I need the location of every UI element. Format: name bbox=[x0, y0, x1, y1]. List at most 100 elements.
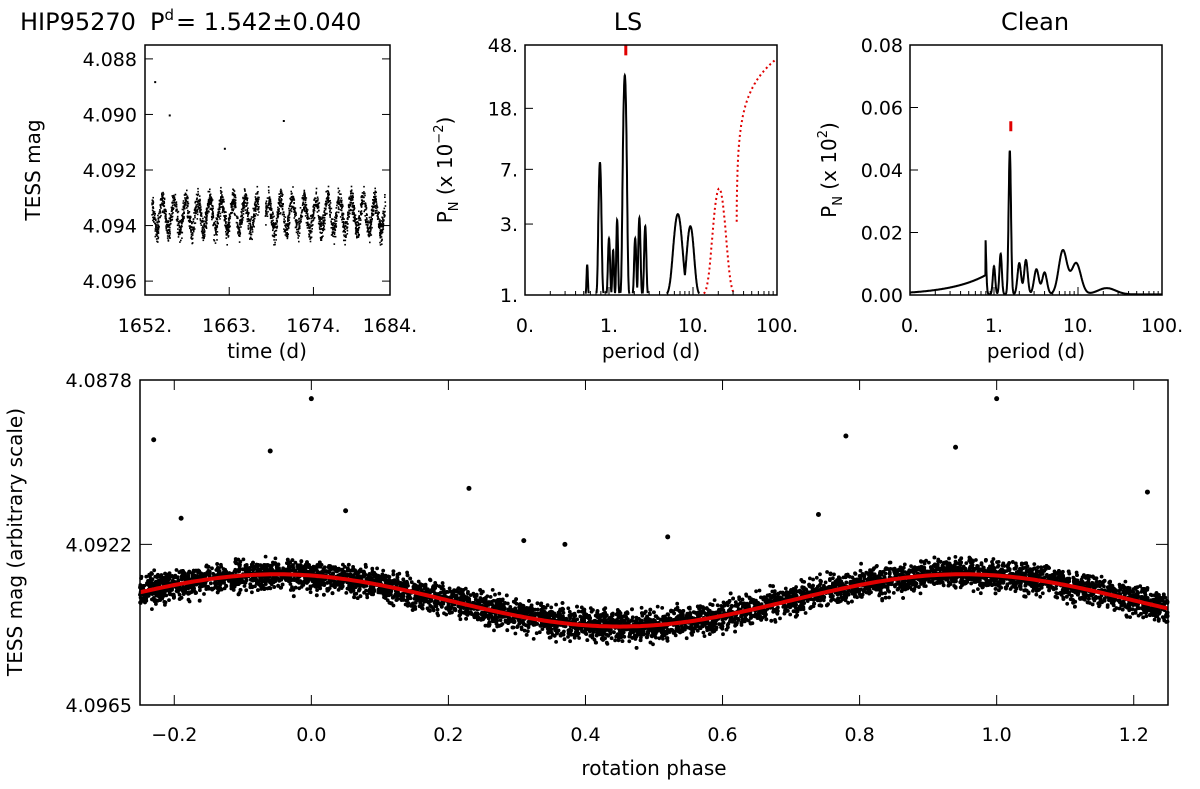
lightcurve-point bbox=[195, 193, 198, 196]
lightcurve-point bbox=[318, 226, 321, 228]
lightcurve-point bbox=[173, 201, 176, 204]
lightcurve-point bbox=[189, 227, 191, 229]
lightcurve-point bbox=[242, 216, 245, 219]
lightcurve-point bbox=[252, 215, 255, 218]
lightcurve-point bbox=[303, 209, 306, 211]
lightcurve-point bbox=[370, 220, 373, 223]
lightcurve-point bbox=[345, 236, 347, 238]
lightcurve-point bbox=[379, 233, 382, 235]
lightcurve-point bbox=[168, 237, 171, 239]
lightcurve-point bbox=[344, 239, 347, 242]
lightcurve-point bbox=[233, 205, 236, 207]
lightcurve-point bbox=[277, 216, 279, 219]
lightcurve-point bbox=[258, 196, 260, 199]
lightcurve-point bbox=[251, 226, 253, 228]
lightcurve-point bbox=[348, 196, 351, 199]
lightcurve-point bbox=[380, 220, 383, 222]
lightcurve-point bbox=[153, 214, 156, 217]
lightcurve-point bbox=[152, 202, 154, 205]
lightcurve-point bbox=[221, 195, 223, 198]
lightcurve-point bbox=[248, 212, 250, 214]
lightcurve-point bbox=[374, 212, 377, 214]
lightcurve-point bbox=[163, 200, 165, 203]
lightcurve-point bbox=[196, 203, 199, 206]
lightcurve-point bbox=[168, 217, 171, 220]
lightcurve-point bbox=[368, 216, 371, 219]
lightcurve-point bbox=[293, 208, 296, 210]
lightcurve-point bbox=[318, 216, 321, 218]
lightcurve-point bbox=[266, 212, 268, 215]
lightcurve-point bbox=[287, 225, 289, 228]
lightcurve-point bbox=[199, 204, 202, 206]
lightcurve-point bbox=[232, 188, 234, 191]
lightcurve-point bbox=[152, 213, 154, 215]
lightcurve-point bbox=[382, 222, 385, 225]
lightcurve-point bbox=[320, 221, 322, 223]
lightcurve-point bbox=[346, 227, 348, 230]
lightcurve-point bbox=[171, 213, 173, 215]
lightcurve-point bbox=[271, 223, 273, 225]
lightcurve-point bbox=[319, 237, 322, 239]
lightcurve-point bbox=[234, 214, 236, 216]
lightcurve-point bbox=[227, 227, 230, 229]
ls-ytick-label: 3. bbox=[500, 214, 518, 236]
lightcurve-point bbox=[197, 206, 200, 208]
lightcurve-point bbox=[342, 230, 344, 233]
lightcurve-point bbox=[378, 224, 380, 226]
lightcurve-outlier bbox=[168, 114, 171, 117]
lightcurve-panel: 1652. 1663. 1674. 1684.4.0884.0904.0924.094… bbox=[21, 44, 417, 363]
lightcurve-point bbox=[317, 198, 319, 200]
phased-point bbox=[1144, 614, 1149, 619]
period-value: = 1.542±0.040 bbox=[176, 8, 361, 36]
lightcurve-point bbox=[241, 217, 243, 220]
lightcurve-point bbox=[227, 221, 230, 224]
lightcurve-point bbox=[215, 233, 217, 236]
lightcurve-point bbox=[296, 224, 298, 226]
lightcurve-point bbox=[337, 201, 340, 204]
lightcurve-point bbox=[155, 223, 157, 226]
lightcurve-point bbox=[177, 236, 180, 238]
lightcurve-point bbox=[179, 228, 182, 230]
lightcurve-point bbox=[309, 229, 312, 232]
lightcurve-point bbox=[283, 228, 285, 230]
lightcurve-point bbox=[152, 216, 154, 219]
lightcurve-point bbox=[311, 215, 314, 218]
ls-panel: LS 0. 1. 10. 100.1.3.7.18.48. period (d) PN… bbox=[432, 8, 798, 363]
lightcurve-point bbox=[191, 237, 194, 240]
lightcurve-point bbox=[190, 235, 193, 237]
lightcurve-point bbox=[383, 207, 386, 210]
lightcurve-point bbox=[191, 242, 194, 244]
lightcurve-point bbox=[310, 220, 313, 222]
lightcurve-point bbox=[295, 214, 297, 216]
ls-lines bbox=[584, 45, 777, 295]
lightcurve-point bbox=[329, 216, 331, 218]
lightcurve-point bbox=[256, 191, 259, 194]
lightcurve-point bbox=[203, 216, 206, 218]
phased-point bbox=[572, 635, 577, 640]
lightcurve-point bbox=[230, 203, 232, 206]
lightcurve-point bbox=[318, 202, 321, 204]
lightcurve-point bbox=[349, 205, 352, 207]
lightcurve-point bbox=[371, 214, 373, 217]
lightcurve-point bbox=[246, 204, 248, 207]
lightcurve-point bbox=[329, 214, 331, 217]
lightcurve-point bbox=[364, 205, 367, 208]
lightcurve-point bbox=[366, 230, 369, 233]
lightcurve-point bbox=[290, 205, 292, 207]
lightcurve-point bbox=[249, 224, 252, 226]
lightcurve-point bbox=[338, 197, 340, 199]
lightcurve-point bbox=[365, 217, 368, 219]
lightcurve-point bbox=[331, 222, 333, 225]
lightcurve-point bbox=[276, 211, 279, 213]
lightcurve-point bbox=[247, 207, 249, 209]
lightcurve-point bbox=[379, 236, 382, 239]
lightcurve-point bbox=[183, 194, 186, 196]
lightcurve-point bbox=[364, 194, 366, 197]
lightcurve-point bbox=[205, 226, 208, 228]
lightcurve-point bbox=[352, 216, 355, 218]
lightcurve-point bbox=[379, 232, 381, 234]
lightcurve-point bbox=[265, 210, 267, 213]
lightcurve-point bbox=[203, 220, 205, 222]
lightcurve-point bbox=[370, 216, 372, 218]
lightcurve-point bbox=[369, 241, 371, 244]
